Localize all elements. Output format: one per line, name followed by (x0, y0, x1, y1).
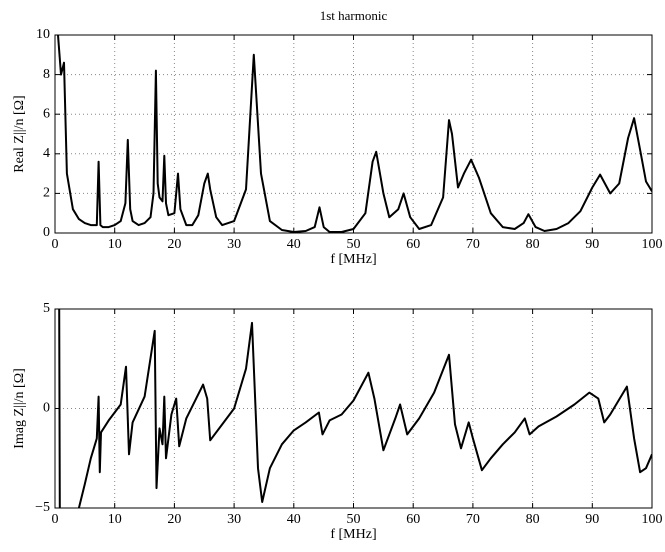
data-line (58, 309, 652, 508)
y-tick-label: 10 (36, 27, 50, 42)
x-tick-label: 20 (167, 237, 181, 252)
x-axis-label: f [MHz] (330, 527, 376, 542)
y-tick-label: 0 (43, 401, 50, 416)
x-tick-label: 80 (526, 512, 540, 527)
x-tick-label: 30 (227, 237, 241, 252)
x-tick-label: 20 (167, 512, 181, 527)
x-tick-label: 60 (406, 512, 420, 527)
x-tick-label: 70 (466, 237, 480, 252)
x-tick-label: 70 (466, 512, 480, 527)
y-axis-label: Imag Z||/n [Ω] (12, 368, 27, 449)
y-tick-label: 8 (43, 67, 50, 82)
x-tick-label: 50 (347, 512, 361, 527)
x-tick-label: 40 (287, 512, 301, 527)
y-tick-label: 2 (43, 186, 50, 201)
y-tick-label: 5 (43, 301, 50, 316)
y-tick-label: 4 (43, 146, 50, 161)
axes-frame (54, 34, 653, 234)
x-tick-label: 10 (108, 237, 122, 252)
x-tick-label: 40 (287, 237, 301, 252)
x-tick-label: 10 (108, 512, 122, 527)
x-tick-label: 80 (526, 237, 540, 252)
y-tick-label: 6 (43, 106, 50, 121)
chart-title: 1st harmonic (320, 8, 388, 23)
x-axis-label: f [MHz] (330, 252, 376, 267)
y-tick-label: 0 (43, 225, 50, 240)
x-tick-label: 0 (52, 512, 59, 527)
x-tick-label: 0 (52, 237, 59, 252)
x-tick-label: 90 (585, 512, 599, 527)
axes-frame (54, 308, 653, 509)
x-tick-label: 30 (227, 512, 241, 527)
data-line (57, 35, 652, 233)
y-tick-label: −5 (35, 500, 50, 515)
x-tick-label: 60 (406, 237, 420, 252)
y-axis-label: Real Z||/n [Ω] (12, 95, 27, 172)
x-tick-label: 100 (642, 237, 663, 252)
x-tick-label: 50 (347, 237, 361, 252)
x-tick-label: 100 (642, 512, 663, 527)
x-tick-label: 90 (585, 237, 599, 252)
